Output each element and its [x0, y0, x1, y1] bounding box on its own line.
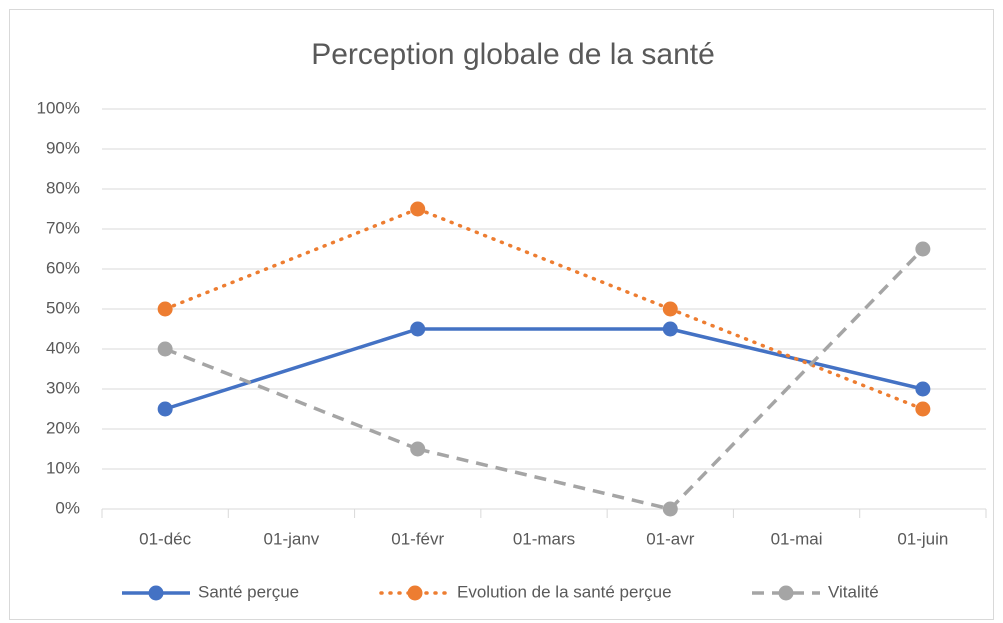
marker — [410, 201, 426, 217]
chart-border — [9, 9, 994, 620]
y-tick-label: 80% — [46, 178, 80, 197]
x-tick-label: 01-avr — [646, 529, 695, 548]
x-tick-label: 01-déc — [139, 529, 191, 548]
legend-marker — [407, 585, 423, 601]
legend-label: Vitalité — [828, 582, 879, 601]
x-tick-label: 01-mai — [771, 529, 823, 548]
marker — [410, 321, 426, 337]
marker — [157, 341, 173, 357]
marker — [157, 301, 173, 317]
x-tick-label: 01-févr — [391, 529, 444, 548]
series-line — [417, 447, 671, 511]
series-line — [668, 307, 925, 411]
legend-marker — [148, 585, 164, 601]
y-tick-label: 70% — [46, 218, 80, 237]
y-tick-label: 30% — [46, 378, 80, 397]
y-tick-label: 90% — [46, 138, 80, 157]
y-tick-label: 10% — [46, 458, 80, 477]
y-tick-label: 40% — [46, 338, 80, 357]
chart-title: Perception globale de la santé — [311, 38, 715, 71]
y-tick-label: 50% — [46, 298, 80, 317]
y-tick-label: 20% — [46, 418, 80, 437]
legend-label: Evolution de la santé perçue — [457, 582, 672, 601]
series-line — [164, 347, 419, 451]
marker — [662, 501, 678, 517]
marker — [157, 401, 173, 417]
marker — [915, 401, 931, 417]
y-tick-label: 0% — [55, 498, 80, 517]
series-line — [164, 327, 419, 411]
marker — [915, 241, 931, 257]
y-tick-label: 60% — [46, 258, 80, 277]
y-tick-label: 100% — [37, 98, 80, 117]
x-tick-label: 01-janv — [264, 529, 320, 548]
series-line — [669, 247, 925, 511]
marker — [410, 441, 426, 457]
legend-label: Santé perçue — [198, 582, 299, 601]
x-tick-label: 01-mars — [513, 529, 575, 548]
legend-marker — [778, 585, 794, 601]
marker — [662, 321, 678, 337]
series-line — [415, 207, 673, 311]
x-tick-label: 01-juin — [897, 529, 948, 548]
marker — [915, 381, 931, 397]
marker — [662, 301, 678, 317]
series-line — [163, 207, 420, 311]
